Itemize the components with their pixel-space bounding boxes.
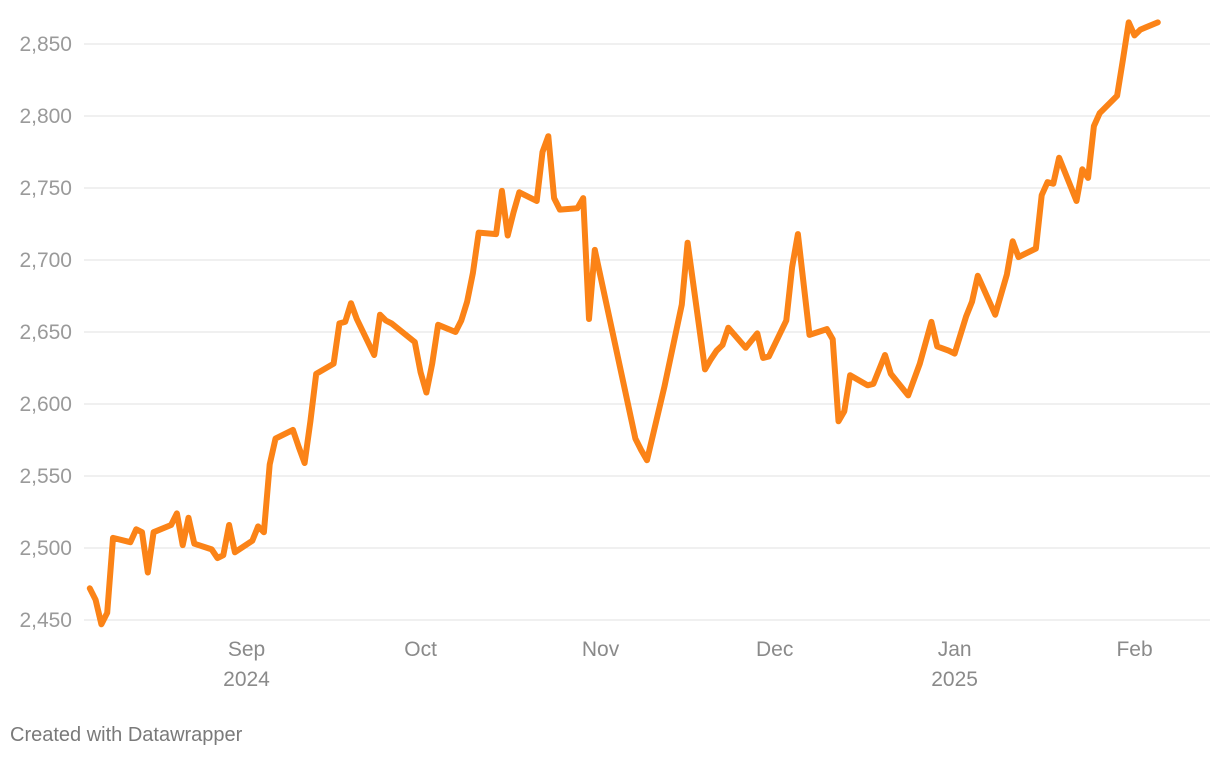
y-tick-labels: 2,450 2,500 2,550 2,600 2,650 2,700 2,750 2,800… <box>19 33 72 632</box>
line-chart: 2,450 2,500 2,550 2,600 2,650 2,700 2,750 2,800… <box>19 19 1210 691</box>
credit-text: Created with Datawrapper <box>10 724 243 746</box>
series-line <box>86 19 1161 628</box>
y-tick-label: 2,450 <box>19 609 72 632</box>
y-tick-label: 2,550 <box>19 465 72 488</box>
y-tick-label: 2,600 <box>19 393 72 416</box>
x-tick-label: Nov <box>582 638 620 661</box>
x-tick-year-label: 2025 <box>931 668 978 691</box>
x-tick-label: Sep <box>228 638 265 661</box>
x-tick-label: Jan <box>938 638 972 661</box>
y-tick-label: 2,500 <box>19 537 72 560</box>
y-tick-label: 2,650 <box>19 321 72 344</box>
x-tick-label: Feb <box>1116 638 1152 661</box>
x-tick-label: Oct <box>404 638 437 661</box>
y-tick-label: 2,800 <box>19 105 72 128</box>
x-tick-year-label: 2024 <box>223 668 270 691</box>
x-tick-label: Dec <box>756 638 793 661</box>
y-tick-label: 2,750 <box>19 177 72 200</box>
x-tick-labels: Sep 2024 Oct Nov Dec Jan 2025 Feb <box>223 638 1152 691</box>
y-tick-label: 2,850 <box>19 33 72 56</box>
y-tick-label: 2,700 <box>19 249 72 272</box>
